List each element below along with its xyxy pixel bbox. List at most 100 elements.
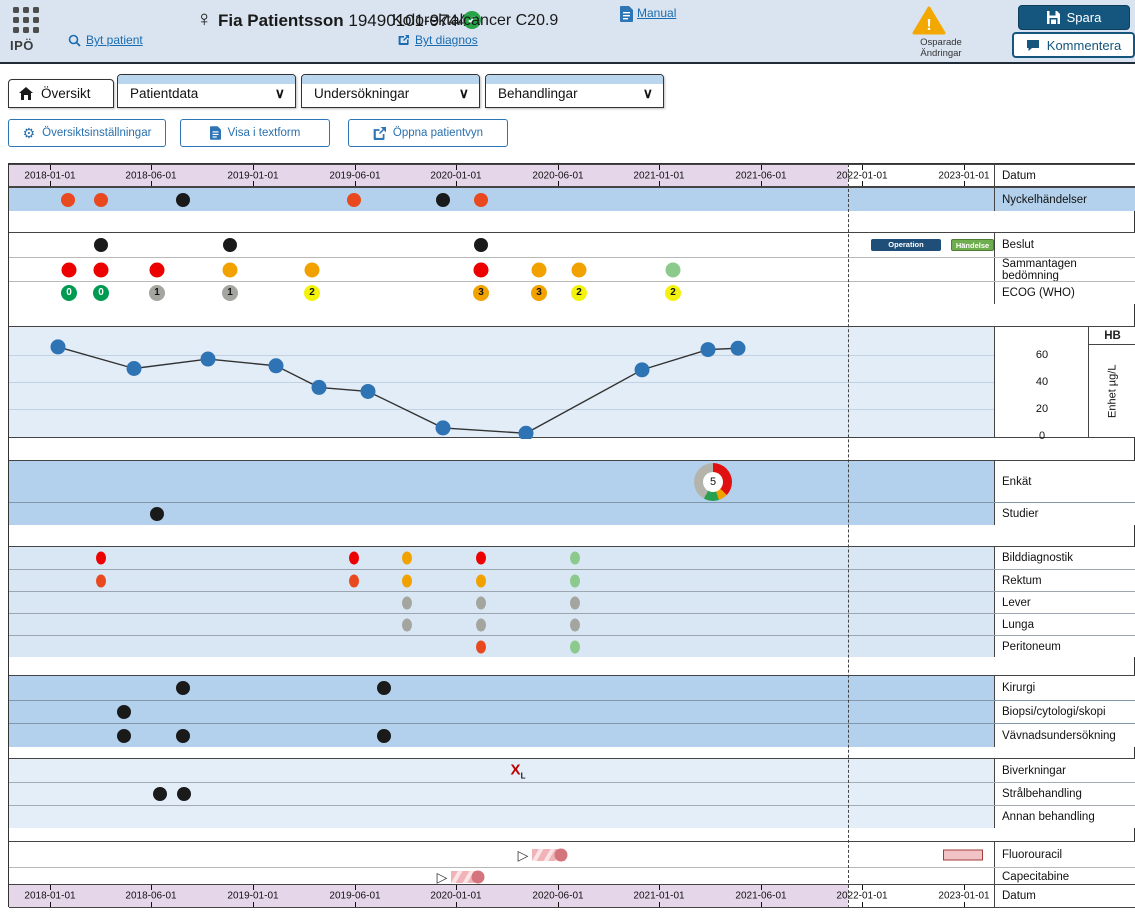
- tab-behandlingar[interactable]: Behandlingar ∨: [485, 74, 664, 108]
- patient-id: 19490101-9744: [348, 11, 468, 30]
- enk-t-donut-indicator[interactable]: 5: [694, 462, 732, 501]
- nyckelh-ndelser-event-dot[interactable]: [94, 192, 108, 207]
- bilddiagnostik-event-dot[interactable]: [476, 551, 486, 565]
- sammantagen-bed-mning-event-dot[interactable]: [571, 262, 587, 277]
- fluorouracil-event-dot[interactable]: [554, 848, 568, 861]
- date-tick-label: 2021-06-01: [735, 170, 787, 181]
- lunga-event-dot[interactable]: [570, 618, 580, 631]
- app-grid-icon[interactable]: [12, 6, 40, 34]
- nyckelh-ndelser-event-dot[interactable]: [474, 192, 488, 207]
- save-button[interactable]: Spara: [1018, 5, 1130, 30]
- sammantagen-bed-mning-event-dot[interactable]: [665, 262, 681, 277]
- lever-event-dot[interactable]: [570, 596, 580, 609]
- kirurgi-event-dot[interactable]: [377, 681, 391, 695]
- date-tick-mark: [862, 181, 863, 186]
- manual-link[interactable]: Manual: [637, 6, 677, 20]
- oversiktsinstallningar-button[interactable]: ⚙ Översiktsinställningar: [8, 119, 166, 147]
- hb-data-point[interactable]: [311, 379, 327, 395]
- beslut-chip[interactable]: Händelse: [951, 239, 994, 251]
- sammantagen-bed-mning-event-dot[interactable]: [473, 262, 489, 277]
- byt-diagnos-link[interactable]: Byt diagnos: [415, 33, 478, 47]
- nyckelh-ndelser-event-dot[interactable]: [436, 192, 450, 207]
- peritoneum-event-dot[interactable]: [476, 640, 486, 653]
- rektum-event-dot[interactable]: [96, 574, 106, 587]
- bilddiagnostik-event-dot[interactable]: [402, 551, 412, 565]
- row-lunga: Lunga: [9, 613, 1135, 635]
- lunga-event-dot[interactable]: [402, 618, 412, 631]
- kirurgi-event-dot[interactable]: [176, 681, 190, 695]
- sammantagen-bed-mning-event-dot[interactable]: [531, 262, 547, 277]
- str-lbehandling-event-dot[interactable]: [177, 787, 191, 801]
- ecog-who--score-badge[interactable]: 0: [93, 285, 109, 301]
- comment-button[interactable]: Kommentera: [1012, 32, 1135, 58]
- biopsi-cytologi-skopi-event-dot[interactable]: [117, 705, 131, 719]
- ecog-who--score-badge[interactable]: 2: [665, 285, 681, 301]
- capecitabine-treatment-bar[interactable]: [451, 870, 478, 883]
- beslut-event-dot[interactable]: [474, 238, 488, 252]
- sammantagen-bed-mning-event-dot[interactable]: [61, 262, 77, 277]
- hb-data-point[interactable]: [700, 342, 716, 358]
- nyckelh-ndelser-event-dot[interactable]: [347, 192, 361, 207]
- row-str-lbehandling: Strålbehandling: [9, 782, 1135, 805]
- hb-data-point[interactable]: [360, 383, 376, 399]
- hb-data-point[interactable]: [126, 361, 142, 376]
- save-icon: [1046, 11, 1060, 24]
- fluorouracil-ongoing-bar[interactable]: [943, 849, 983, 860]
- lunga-event-dot[interactable]: [476, 618, 486, 631]
- hb-data-point[interactable]: [518, 425, 534, 439]
- lever-event-dot[interactable]: [476, 596, 486, 609]
- ecog-who--score-badge[interactable]: 1: [149, 285, 165, 301]
- lever-event-dot[interactable]: [402, 596, 412, 609]
- v-vnadsunders-kning-event-dot[interactable]: [117, 728, 131, 743]
- ecog-who--score-badge[interactable]: 2: [571, 285, 587, 301]
- hb-data-point[interactable]: [200, 351, 216, 367]
- sammantagen-bed-mning-event-dot[interactable]: [149, 262, 165, 277]
- beslut-event-dot[interactable]: [94, 238, 108, 252]
- visa-i-textform-button[interactable]: Visa i textform: [180, 119, 330, 147]
- nyckelh-ndelser-event-dot[interactable]: [61, 192, 75, 207]
- hb-data-point[interactable]: [50, 339, 66, 355]
- ecog-who--score-badge[interactable]: 1: [222, 285, 238, 301]
- date-bottom: 2018-01-01 2018-06-01 2019-01-01 2019-06-01…: [9, 884, 1135, 908]
- hb-data-point[interactable]: [435, 420, 451, 436]
- fluorouracil-start-marker[interactable]: ▷: [517, 846, 529, 863]
- rektum-event-dot[interactable]: [476, 574, 486, 587]
- peritoneum-event-dot[interactable]: [570, 640, 580, 653]
- v-vnadsunders-kning-event-dot[interactable]: [377, 728, 391, 743]
- hb-data-point[interactable]: [730, 340, 746, 356]
- sammantagen-bed-mning-event-dot[interactable]: [222, 262, 238, 277]
- sammantagen-bed-mning-event-dot[interactable]: [304, 262, 320, 277]
- date-tick-mark: [659, 902, 660, 907]
- header-divider: [0, 62, 1135, 64]
- studier-event-dot[interactable]: [150, 507, 164, 521]
- tab-patientdata[interactable]: Patientdata ∨: [117, 74, 296, 108]
- ecog-who--score-badge[interactable]: 2: [304, 285, 320, 301]
- beslut-event-dot[interactable]: [223, 238, 237, 252]
- nyckelh-ndelser-event-dot[interactable]: [176, 192, 190, 207]
- rektum-event-dot[interactable]: [570, 574, 580, 587]
- sammantagen-bed-mning-event-dot[interactable]: [93, 262, 109, 277]
- rektum-event-dot[interactable]: [402, 574, 412, 587]
- date-tick-label: 2020-01-01: [430, 890, 482, 902]
- bilddiagnostik-event-dot[interactable]: [570, 551, 580, 565]
- oppna-patientvyn-button[interactable]: Öppna patientvyn: [348, 119, 508, 147]
- tab-undersokningar[interactable]: Undersökningar ∨: [301, 74, 480, 108]
- beslut-chip[interactable]: Operation: [871, 239, 941, 251]
- v-vnadsunders-kning-event-dot[interactable]: [176, 728, 190, 743]
- hb-axis-tick: 0: [1038, 430, 1046, 442]
- date-tick-mark: [355, 885, 356, 890]
- bilddiagnostik-event-dot[interactable]: [349, 551, 359, 565]
- capecitabine-event-dot[interactable]: [471, 870, 485, 883]
- hb-data-point[interactable]: [268, 358, 284, 374]
- bilddiagnostik-event-dot[interactable]: [96, 551, 106, 565]
- biverkningar-x-marker[interactable]: XL: [510, 761, 526, 780]
- str-lbehandling-event-dot[interactable]: [153, 787, 167, 801]
- ecog-who--score-badge[interactable]: 3: [531, 285, 547, 301]
- capecitabine-start-marker[interactable]: ▷: [436, 868, 448, 885]
- byt-patient-link[interactable]: Byt patient: [86, 33, 143, 47]
- ecog-who--score-badge[interactable]: 0: [61, 285, 77, 301]
- rektum-event-dot[interactable]: [349, 574, 359, 587]
- ecog-who--score-badge[interactable]: 3: [473, 285, 489, 301]
- tab-oversikt[interactable]: Översikt: [8, 79, 114, 108]
- hb-data-point[interactable]: [634, 362, 650, 378]
